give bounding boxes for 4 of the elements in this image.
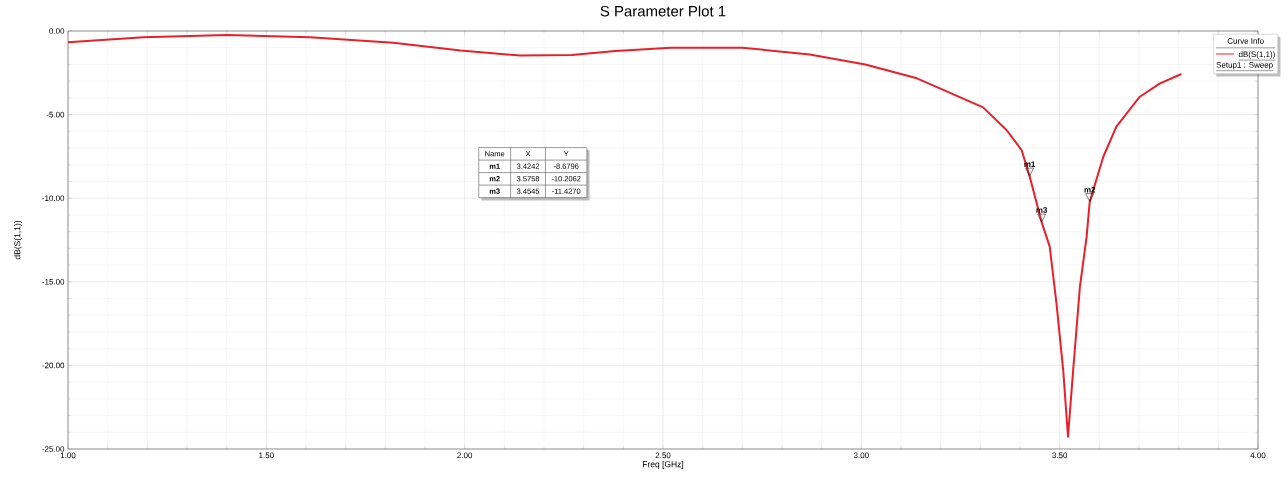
- x-axis-title: Freq [GHz]: [642, 461, 684, 469]
- line-series: [67, 34, 1183, 438]
- chart-title: S Parameter Plot 1: [600, 5, 726, 17]
- y-axis-title: dB(S(1,1)): [14, 220, 22, 260]
